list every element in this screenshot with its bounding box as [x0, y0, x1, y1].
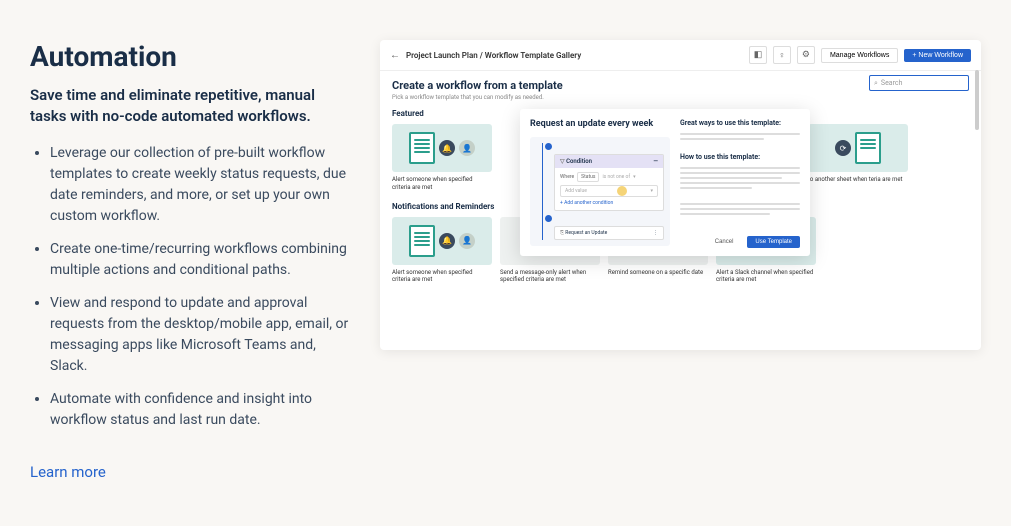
- flow-node: [545, 215, 552, 222]
- card-thumbnail: 🔔 👤: [392, 217, 492, 265]
- list-item: Create one-time/recurring workflows comb…: [50, 239, 350, 281]
- card-caption: Alert someone when specified criteria ar…: [392, 269, 492, 285]
- scrollbar[interactable]: [975, 70, 979, 130]
- page-subtitle: Save time and eliminate repetitive, manu…: [30, 85, 350, 127]
- card-caption: to another sheet when teria are met: [808, 176, 908, 184]
- modal-footer: Cancel Use Template: [707, 236, 800, 248]
- placeholder-line: [680, 172, 800, 174]
- modal-info-panel: Great ways to use this template: How to …: [680, 119, 800, 246]
- bell-icon: 🔔: [439, 233, 455, 249]
- screenshot-panel: ← Project Launch Plan / Workflow Templat…: [380, 40, 981, 486]
- dropdown-placeholder: Add value: [565, 188, 587, 194]
- placeholder-line: [680, 138, 764, 140]
- operator-select[interactable]: is not one of: [602, 174, 630, 180]
- placeholder-line: [680, 133, 800, 135]
- user-icon: 👤: [459, 140, 475, 156]
- sheet-icon: [409, 225, 435, 257]
- add-condition-link[interactable]: + Add another condition: [560, 200, 658, 206]
- placeholder-line: [680, 203, 800, 205]
- search-input[interactable]: ⌕ Search: [869, 75, 969, 91]
- info-heading-1: Great ways to use this template:: [680, 119, 800, 127]
- template-preview-modal: Request an update every week ▽ Condition…: [520, 109, 810, 256]
- sheet-icon: [855, 132, 881, 164]
- placeholder-line: [680, 208, 800, 210]
- lightbulb-icon[interactable]: ♀: [773, 46, 791, 64]
- marketing-panel: Automation Save time and eliminate repet…: [30, 40, 380, 486]
- where-label: Where: [560, 174, 574, 180]
- cancel-button[interactable]: Cancel: [707, 236, 742, 248]
- template-card[interactable]: 🔔 👤 Alert someone when specified criteri…: [392, 217, 492, 285]
- card-caption: Alert someone when specified criteria ar…: [392, 176, 492, 192]
- new-workflow-button[interactable]: + New Workflow: [904, 49, 971, 62]
- loop-icon: ⟳: [835, 140, 851, 156]
- app-toolbar: ← Project Launch Plan / Workflow Templat…: [380, 40, 981, 71]
- learn-more-link[interactable]: Learn more: [30, 463, 106, 481]
- app-window: ← Project Launch Plan / Workflow Templat…: [380, 40, 981, 350]
- condition-block[interactable]: ▽ Condition — Where Status is not one of…: [554, 154, 664, 211]
- workflow-builder: ▽ Condition — Where Status is not one of…: [530, 137, 670, 246]
- condition-body: Where Status is not one of ▾ Add value ▾: [555, 168, 663, 210]
- cursor-indicator: [617, 186, 627, 196]
- placeholder-line: [680, 182, 800, 184]
- user-icon: 👤: [459, 233, 475, 249]
- flow-node: [545, 143, 552, 150]
- template-card[interactable]: ⟳ to another sheet when teria are met: [808, 124, 908, 192]
- back-icon[interactable]: ←: [390, 50, 400, 61]
- placeholder-line: [680, 213, 770, 215]
- gear-icon[interactable]: ⚙: [797, 46, 815, 64]
- info-heading-2: How to use this template:: [680, 153, 800, 161]
- manage-workflows-button[interactable]: Manage Workflows: [821, 48, 898, 63]
- card-caption: Send a message-only alert when specified…: [500, 269, 600, 285]
- placeholder-line: [680, 187, 752, 189]
- use-template-button[interactable]: Use Template: [747, 236, 800, 248]
- field-select[interactable]: Status: [577, 172, 599, 182]
- condition-header: ▽ Condition —: [555, 155, 663, 168]
- chevron-down-icon: ▾: [633, 174, 636, 180]
- page-heading: Automation: [30, 40, 350, 73]
- sheet-icon: [409, 132, 435, 164]
- more-icon[interactable]: ⋮: [653, 230, 658, 236]
- list-item: Leverage our collection of pre-built wor…: [50, 143, 350, 227]
- breadcrumb[interactable]: Project Launch Plan / Workflow Template …: [406, 51, 743, 60]
- card-thumbnail: ⟳: [808, 124, 908, 172]
- modal-builder-panel: Request an update every week ▽ Condition…: [530, 119, 670, 246]
- placeholder-line: [680, 177, 782, 179]
- chevron-down-icon: ▾: [650, 188, 653, 194]
- chat-icon[interactable]: ◧: [749, 46, 767, 64]
- placeholder-line: [680, 167, 800, 169]
- page-subtitle-text: Pick a workflow template that you can mo…: [392, 94, 969, 101]
- list-item: View and respond to update and approval …: [50, 293, 350, 377]
- card-caption: Remind someone on a specific date: [608, 269, 708, 277]
- template-card[interactable]: 🔔 👤 Alert someone when specified criteri…: [392, 124, 492, 192]
- value-dropdown[interactable]: Add value ▾: [560, 185, 658, 197]
- bell-icon: 🔔: [439, 140, 455, 156]
- app-body: ⌕ Search Create a workflow from a templa…: [380, 71, 981, 302]
- card-thumbnail: 🔔 👤: [392, 124, 492, 172]
- modal-title: Request an update every week: [530, 119, 670, 129]
- flow-connector: [542, 143, 543, 240]
- card-caption: Alert a Slack channel when specified cri…: [716, 269, 816, 285]
- search-placeholder: Search: [881, 79, 903, 87]
- condition-row: Where Status is not one of ▾: [560, 172, 658, 182]
- collapse-icon[interactable]: —: [653, 158, 658, 165]
- action-block[interactable]: ⎘ Request an Update ⋮: [554, 226, 664, 240]
- search-icon: ⌕: [874, 79, 878, 88]
- feature-list: Leverage our collection of pre-built wor…: [30, 143, 350, 431]
- list-item: Automate with confidence and insight int…: [50, 389, 350, 431]
